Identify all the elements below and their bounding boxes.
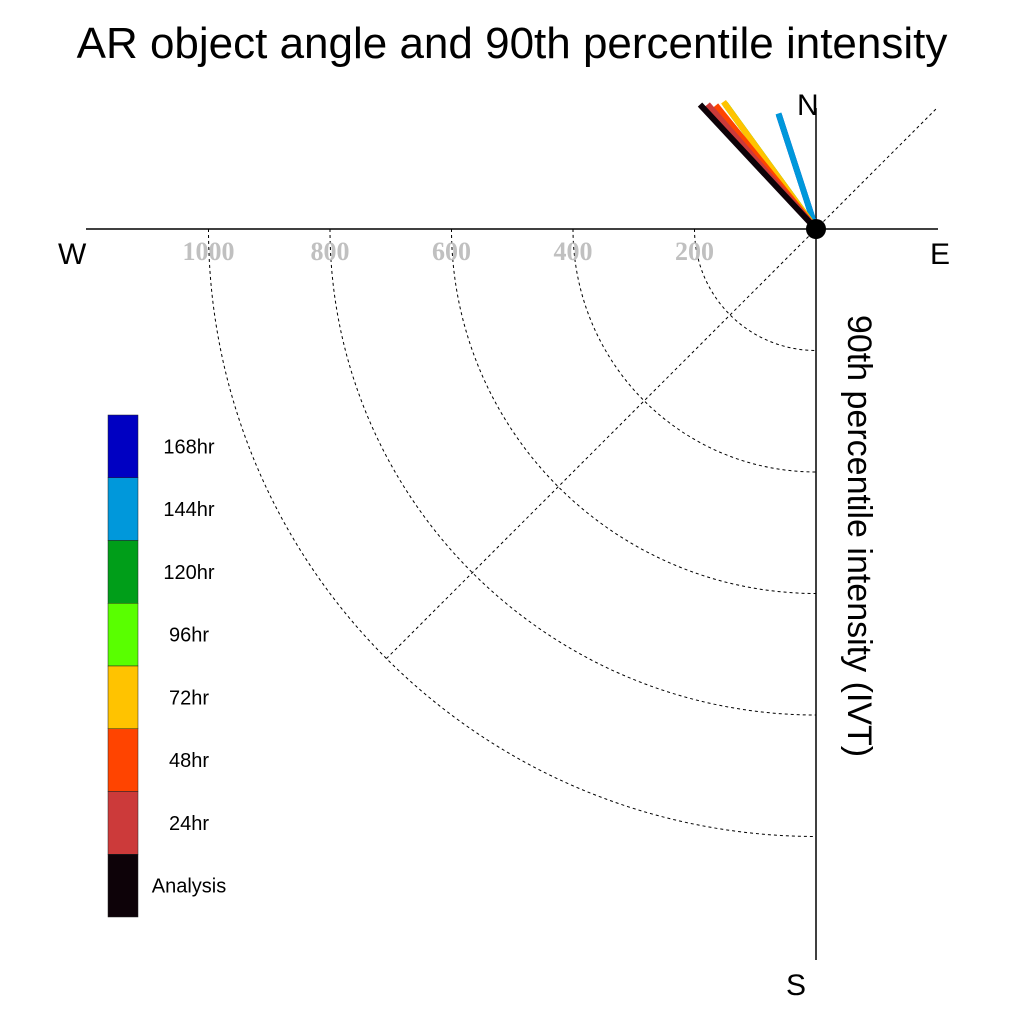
- north-label: N: [797, 89, 819, 122]
- legend-swatch-24hr: [107, 791, 139, 855]
- legend-swatch-48hr: [107, 728, 139, 792]
- legend-label-144hr: 144hr: [163, 499, 214, 521]
- legend-swatch-120hr: [107, 540, 139, 604]
- legend: 168hr 144hr 120hr 96hr 72hr 48hr 24hr Analysis: [107, 414, 226, 918]
- legend-label-24hr: 24hr: [169, 813, 209, 835]
- grid-arc-400: [572, 228, 817, 473]
- legend-swatch-168hr: [107, 414, 139, 478]
- grid-arc-200: [694, 228, 817, 351]
- legend-label-analysis: Analysis: [152, 876, 226, 898]
- tick-label: 400: [554, 237, 593, 266]
- vector-series: [697, 99, 819, 232]
- y-axis-label: 90th percentile intensity (IVT): [840, 315, 878, 757]
- legend-label-120hr: 120hr: [163, 562, 214, 584]
- grid-arc-1000: [208, 228, 817, 837]
- chart-title: AR object angle and 90th percentile inte…: [77, 19, 948, 68]
- legend-swatch-144hr: [107, 477, 139, 541]
- radial-grid: [208, 106, 939, 837]
- south-label: S: [786, 969, 806, 1002]
- legend-label-168hr: 168hr: [163, 436, 214, 458]
- legend-label-96hr: 96hr: [169, 625, 209, 647]
- legend-swatch-72hr: [107, 665, 139, 729]
- grid-arc-600: [451, 228, 817, 594]
- legend-swatch-analysis: [107, 854, 139, 918]
- origin-marker: [806, 219, 826, 239]
- tick-label: 1000: [183, 237, 235, 266]
- tick-label: 800: [311, 237, 350, 266]
- tick-label: 200: [675, 237, 714, 266]
- tick-label: 600: [432, 237, 471, 266]
- grid-diagonal: [386, 106, 939, 659]
- legend-swatch-96hr: [107, 603, 139, 667]
- radial-tick-labels: 1000 800 600 400 200: [183, 237, 715, 266]
- grid-arc-800: [329, 228, 817, 716]
- legend-label-72hr: 72hr: [169, 687, 209, 709]
- vector-analysis: [697, 102, 819, 232]
- vector-144hr: [775, 112, 819, 230]
- west-label: W: [58, 238, 87, 271]
- east-label: E: [930, 238, 950, 271]
- legend-label-48hr: 48hr: [169, 750, 209, 772]
